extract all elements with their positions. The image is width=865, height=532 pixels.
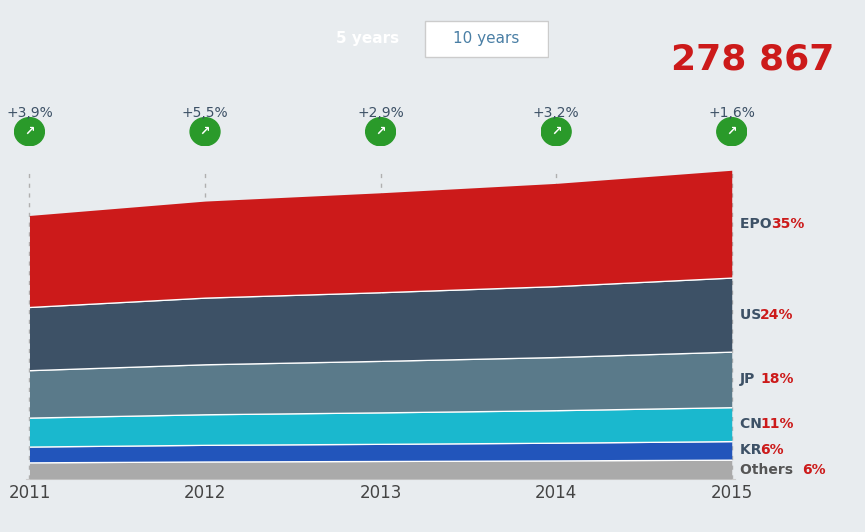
Circle shape — [190, 118, 220, 146]
Text: KR: KR — [740, 443, 766, 458]
Circle shape — [366, 118, 395, 146]
Text: CN: CN — [740, 417, 766, 431]
Text: +1,6%: +1,6% — [708, 106, 755, 120]
Text: +5,5%: +5,5% — [182, 106, 228, 120]
Text: +2,9%: +2,9% — [357, 106, 404, 120]
Text: US: US — [740, 307, 766, 322]
Text: ↗: ↗ — [375, 125, 386, 138]
Text: +3,2%: +3,2% — [533, 106, 580, 120]
Text: ↗: ↗ — [24, 125, 35, 138]
Text: 6%: 6% — [802, 462, 825, 477]
Text: EPO: EPO — [740, 217, 776, 230]
Text: Others: Others — [740, 462, 798, 477]
Text: 6%: 6% — [760, 443, 784, 458]
Text: +3,9%: +3,9% — [6, 106, 53, 120]
Text: 24%: 24% — [760, 307, 794, 322]
Circle shape — [541, 118, 571, 146]
Text: 11%: 11% — [760, 417, 794, 431]
Text: JP: JP — [740, 372, 759, 386]
Text: ↗: ↗ — [727, 125, 737, 138]
Text: 18%: 18% — [760, 372, 794, 386]
Text: 35%: 35% — [771, 217, 804, 230]
Circle shape — [717, 118, 746, 146]
Text: 10 years: 10 years — [453, 31, 520, 46]
Text: 278 867: 278 867 — [671, 43, 834, 77]
Circle shape — [15, 118, 44, 146]
Text: ↗: ↗ — [551, 125, 561, 138]
FancyBboxPatch shape — [425, 21, 548, 56]
Text: 5 years: 5 years — [336, 31, 399, 46]
Text: ↗: ↗ — [200, 125, 210, 138]
